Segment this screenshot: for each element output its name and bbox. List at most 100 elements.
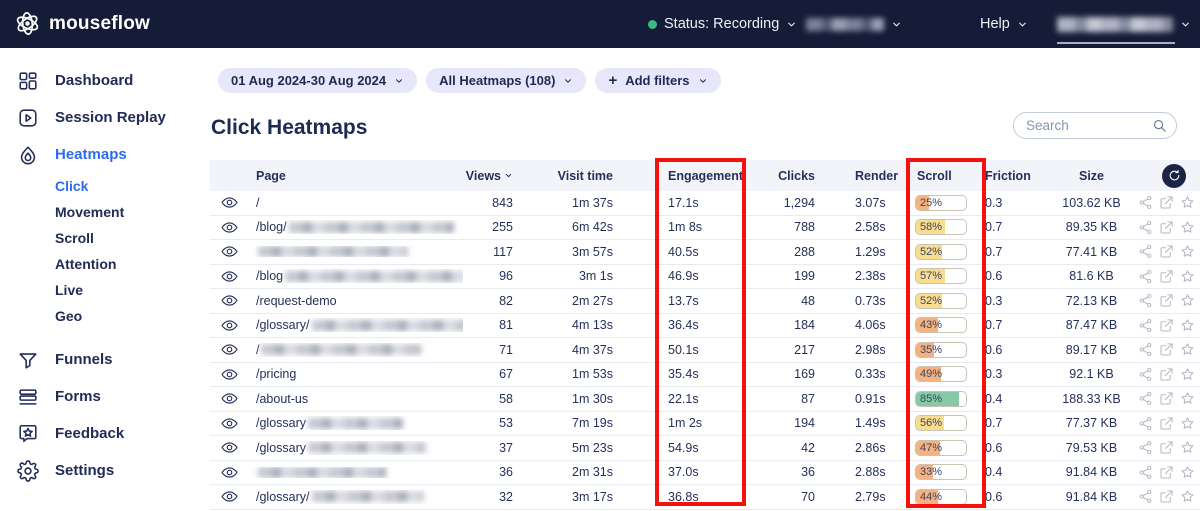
page-path-cell[interactable]: /pricing: [248, 367, 463, 381]
eye-preview-icon[interactable]: [220, 317, 238, 334]
sidebar-item-session-replay[interactable]: Session Replay: [0, 99, 210, 136]
date-range-dropdown[interactable]: 01 Aug 2024-30 Aug 2024: [218, 68, 418, 93]
sidebar-item-heatmaps[interactable]: Heatmaps: [0, 136, 210, 173]
chevron-down-icon: [788, 22, 796, 26]
star-favorite-icon[interactable]: [1180, 195, 1195, 210]
column-header-scroll[interactable]: Scroll: [917, 168, 952, 183]
open-external-icon[interactable]: [1159, 391, 1174, 406]
share-icon[interactable]: [1138, 489, 1153, 504]
share-icon[interactable]: [1138, 269, 1153, 284]
share-icon[interactable]: [1138, 195, 1153, 210]
column-header-clicks[interactable]: Clicks: [778, 168, 815, 183]
star-favorite-icon[interactable]: [1180, 391, 1195, 406]
account-dropdown[interactable]: [806, 0, 902, 48]
open-external-icon[interactable]: [1159, 367, 1174, 382]
sidebar-subitem-movement[interactable]: Movement: [0, 199, 210, 225]
eye-preview-icon[interactable]: [220, 415, 238, 432]
share-icon[interactable]: [1138, 342, 1153, 357]
star-favorite-icon[interactable]: [1180, 220, 1195, 235]
help-menu[interactable]: Help: [980, 0, 1028, 48]
open-external-icon[interactable]: [1159, 269, 1174, 284]
open-external-icon[interactable]: [1159, 318, 1174, 333]
eye-preview-icon[interactable]: [220, 292, 238, 309]
eye-preview-icon[interactable]: [220, 488, 238, 505]
page-path-cell[interactable]: [248, 466, 463, 478]
mouseflow-logo[interactable]: mouseflow: [14, 10, 150, 37]
open-external-icon[interactable]: [1159, 220, 1174, 235]
heatmaps-dropdown[interactable]: All Heatmaps (108): [426, 68, 587, 93]
page-path-cell[interactable]: /glossary: [248, 441, 463, 455]
eye-preview-icon[interactable]: [220, 366, 238, 383]
chevron-down-icon: [396, 78, 403, 83]
share-icon[interactable]: [1138, 293, 1153, 308]
eye-preview-icon[interactable]: [220, 439, 238, 456]
eye-preview-icon[interactable]: [220, 268, 238, 285]
column-header-size[interactable]: Size: [1078, 168, 1104, 183]
open-external-icon[interactable]: [1159, 416, 1174, 431]
add-filters-dropdown[interactable]: + Add filters: [595, 68, 721, 93]
sidebar-item-forms[interactable]: Forms: [0, 378, 210, 415]
eye-preview-icon[interactable]: [220, 464, 238, 481]
share-icon[interactable]: [1138, 440, 1153, 455]
share-icon[interactable]: [1138, 318, 1153, 333]
sidebar-item-settings[interactable]: Settings: [0, 452, 210, 489]
sidebar-subitem-scroll[interactable]: Scroll: [0, 225, 210, 251]
eye-preview-icon[interactable]: [220, 243, 238, 260]
column-header-visit-time[interactable]: Visit time: [557, 168, 613, 183]
column-header-views[interactable]: Views: [463, 169, 525, 183]
star-favorite-icon[interactable]: [1180, 440, 1195, 455]
eye-preview-icon[interactable]: [220, 194, 238, 211]
share-icon[interactable]: [1138, 391, 1153, 406]
star-favorite-icon[interactable]: [1180, 342, 1195, 357]
column-header-page[interactable]: Page: [256, 168, 286, 183]
star-favorite-icon[interactable]: [1180, 293, 1195, 308]
page-path-cell[interactable]: /glossary/: [248, 318, 463, 332]
page-path-cell[interactable]: /about-us: [248, 392, 463, 406]
eye-preview-icon[interactable]: [220, 341, 238, 358]
search-input[interactable]: [1026, 118, 1152, 133]
sidebar-item-funnels[interactable]: Funnels: [0, 341, 210, 378]
page-path-cell[interactable]: /glossary/: [248, 490, 463, 504]
sidebar-subitem-live[interactable]: Live: [0, 277, 210, 303]
open-external-icon[interactable]: [1159, 342, 1174, 357]
open-external-icon[interactable]: [1159, 489, 1174, 504]
sidebar-subitem-attention[interactable]: Attention: [0, 251, 210, 277]
column-header-engagement[interactable]: Engagement: [668, 168, 744, 183]
page-path-cell[interactable]: /request-demo: [248, 294, 463, 308]
open-external-icon[interactable]: [1159, 244, 1174, 259]
user-menu[interactable]: [1057, 0, 1191, 48]
share-icon[interactable]: [1138, 220, 1153, 235]
page-path-cell[interactable]: /: [248, 196, 463, 210]
page-path-cell[interactable]: [248, 246, 463, 258]
column-header-render[interactable]: Render: [855, 168, 899, 183]
column-header-friction[interactable]: Friction: [985, 168, 1031, 183]
star-favorite-icon[interactable]: [1180, 269, 1195, 284]
page-path-cell[interactable]: /blog: [248, 269, 463, 283]
sidebar-item-dashboard[interactable]: Dashboard: [0, 62, 210, 99]
star-favorite-icon[interactable]: [1180, 244, 1195, 259]
open-external-icon[interactable]: [1159, 195, 1174, 210]
star-favorite-icon[interactable]: [1180, 465, 1195, 480]
star-favorite-icon[interactable]: [1180, 318, 1195, 333]
page-path-cell[interactable]: /glossary: [248, 416, 463, 430]
open-external-icon[interactable]: [1159, 440, 1174, 455]
open-external-icon[interactable]: [1159, 465, 1174, 480]
star-favorite-icon[interactable]: [1180, 416, 1195, 431]
eye-preview-icon[interactable]: [220, 390, 238, 407]
status-dropdown[interactable]: Status: Recording: [648, 0, 797, 48]
open-external-icon[interactable]: [1159, 293, 1174, 308]
page-path-cell[interactable]: /blog/: [248, 220, 463, 234]
refresh-button[interactable]: [1162, 163, 1186, 188]
scroll-progress-pill: 43%: [915, 317, 967, 334]
eye-preview-icon[interactable]: [220, 219, 238, 236]
share-icon[interactable]: [1138, 367, 1153, 382]
star-favorite-icon[interactable]: [1180, 489, 1195, 504]
share-icon[interactable]: [1138, 465, 1153, 480]
share-icon[interactable]: [1138, 416, 1153, 431]
sidebar-subitem-click[interactable]: Click: [0, 173, 210, 199]
page-path-cell[interactable]: /: [248, 343, 463, 357]
sidebar-item-feedback[interactable]: Feedback: [0, 415, 210, 452]
share-icon[interactable]: [1138, 244, 1153, 259]
star-favorite-icon[interactable]: [1180, 367, 1195, 382]
sidebar-subitem-geo[interactable]: Geo: [0, 303, 210, 329]
